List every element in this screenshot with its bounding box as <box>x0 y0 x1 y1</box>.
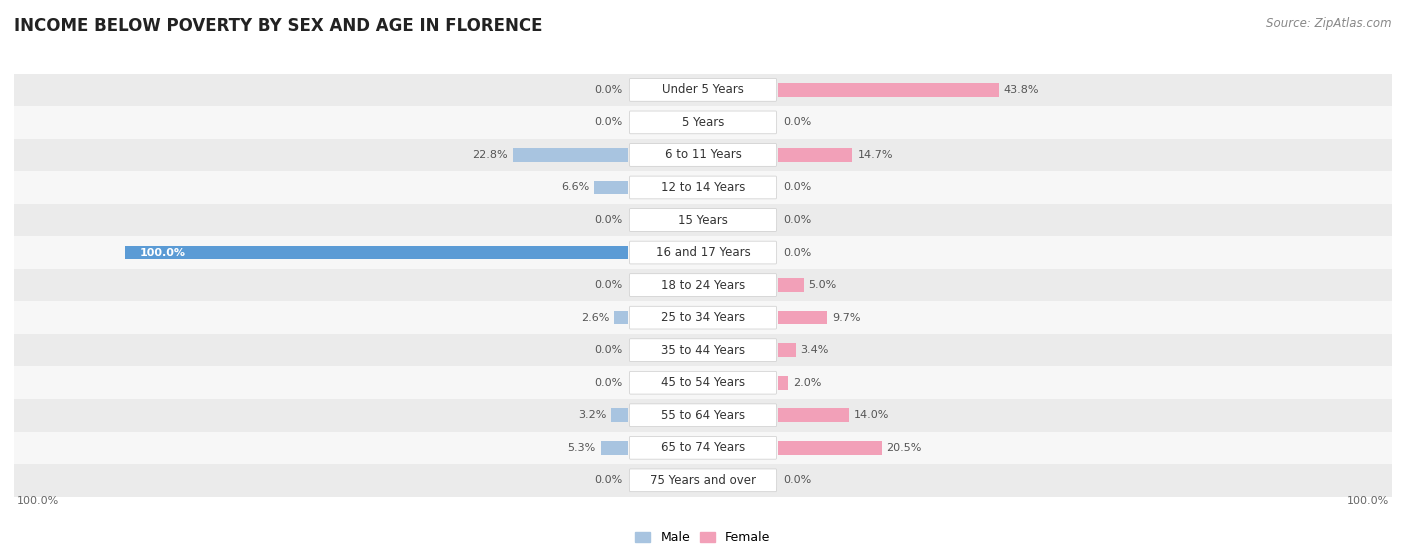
Text: 0.0%: 0.0% <box>595 215 623 225</box>
Text: 75 Years and over: 75 Years and over <box>650 474 756 487</box>
Text: 12 to 14 Years: 12 to 14 Years <box>661 181 745 194</box>
Text: 3.2%: 3.2% <box>578 410 606 420</box>
FancyBboxPatch shape <box>630 78 776 101</box>
Bar <box>779 409 849 422</box>
Text: 5.0%: 5.0% <box>808 280 837 290</box>
Bar <box>595 181 627 195</box>
Bar <box>125 246 627 259</box>
FancyBboxPatch shape <box>630 111 776 134</box>
Text: 0.0%: 0.0% <box>595 475 623 485</box>
Text: 0.0%: 0.0% <box>783 117 811 127</box>
Text: 3.4%: 3.4% <box>800 345 830 355</box>
Legend: Male, Female: Male, Female <box>630 526 776 549</box>
Text: 35 to 44 Years: 35 to 44 Years <box>661 344 745 357</box>
FancyBboxPatch shape <box>630 306 776 329</box>
Text: 65 to 74 Years: 65 to 74 Years <box>661 441 745 454</box>
Text: Under 5 Years: Under 5 Years <box>662 83 744 96</box>
Bar <box>0 334 1406 367</box>
Bar <box>513 148 627 162</box>
Text: 9.7%: 9.7% <box>832 312 860 323</box>
Bar <box>0 74 1406 106</box>
FancyBboxPatch shape <box>630 339 776 362</box>
Bar <box>0 367 1406 399</box>
FancyBboxPatch shape <box>630 176 776 199</box>
Text: 6.6%: 6.6% <box>561 182 589 192</box>
Bar <box>0 464 1406 496</box>
Text: 55 to 64 Years: 55 to 64 Years <box>661 409 745 421</box>
Text: 100.0%: 100.0% <box>17 496 59 506</box>
Text: 100.0%: 100.0% <box>139 248 186 258</box>
FancyBboxPatch shape <box>630 274 776 296</box>
Text: 0.0%: 0.0% <box>783 475 811 485</box>
Bar <box>0 171 1406 203</box>
Bar <box>0 106 1406 139</box>
Bar <box>779 376 789 390</box>
Text: INCOME BELOW POVERTY BY SEX AND AGE IN FLORENCE: INCOME BELOW POVERTY BY SEX AND AGE IN F… <box>14 17 543 35</box>
Text: 5 Years: 5 Years <box>682 116 724 129</box>
Bar <box>0 269 1406 301</box>
Text: 22.8%: 22.8% <box>472 150 508 160</box>
Bar <box>0 236 1406 269</box>
Text: 2.6%: 2.6% <box>581 312 609 323</box>
Text: Source: ZipAtlas.com: Source: ZipAtlas.com <box>1267 17 1392 30</box>
Text: 0.0%: 0.0% <box>595 280 623 290</box>
Text: 0.0%: 0.0% <box>595 117 623 127</box>
Bar <box>779 278 804 292</box>
Text: 45 to 54 Years: 45 to 54 Years <box>661 376 745 389</box>
FancyBboxPatch shape <box>630 404 776 427</box>
Text: 0.0%: 0.0% <box>783 248 811 258</box>
Text: 100.0%: 100.0% <box>1347 496 1389 506</box>
Bar <box>614 311 627 324</box>
Text: 0.0%: 0.0% <box>783 182 811 192</box>
Text: 6 to 11 Years: 6 to 11 Years <box>665 149 741 162</box>
FancyBboxPatch shape <box>630 371 776 394</box>
FancyBboxPatch shape <box>630 469 776 492</box>
Bar <box>779 441 882 454</box>
Text: 14.7%: 14.7% <box>858 150 893 160</box>
Bar <box>612 409 627 422</box>
Bar <box>0 399 1406 432</box>
Bar <box>0 432 1406 464</box>
Bar <box>779 83 998 97</box>
Text: 20.5%: 20.5% <box>887 443 922 453</box>
Text: 0.0%: 0.0% <box>595 345 623 355</box>
Text: 0.0%: 0.0% <box>595 378 623 388</box>
Text: 18 to 24 Years: 18 to 24 Years <box>661 278 745 292</box>
Text: 0.0%: 0.0% <box>595 85 623 95</box>
Text: 16 and 17 Years: 16 and 17 Years <box>655 246 751 259</box>
Bar <box>779 311 827 324</box>
Bar <box>779 148 852 162</box>
Text: 15 Years: 15 Years <box>678 214 728 226</box>
FancyBboxPatch shape <box>630 241 776 264</box>
Bar <box>600 441 627 454</box>
FancyBboxPatch shape <box>630 437 776 459</box>
Text: 14.0%: 14.0% <box>853 410 889 420</box>
FancyBboxPatch shape <box>630 209 776 231</box>
Bar <box>0 301 1406 334</box>
Text: 0.0%: 0.0% <box>783 215 811 225</box>
Bar <box>779 343 796 357</box>
Text: 43.8%: 43.8% <box>1004 85 1039 95</box>
Text: 2.0%: 2.0% <box>793 378 823 388</box>
Bar <box>0 203 1406 236</box>
Text: 25 to 34 Years: 25 to 34 Years <box>661 311 745 324</box>
Text: 5.3%: 5.3% <box>568 443 596 453</box>
FancyBboxPatch shape <box>630 144 776 167</box>
Bar <box>0 139 1406 171</box>
